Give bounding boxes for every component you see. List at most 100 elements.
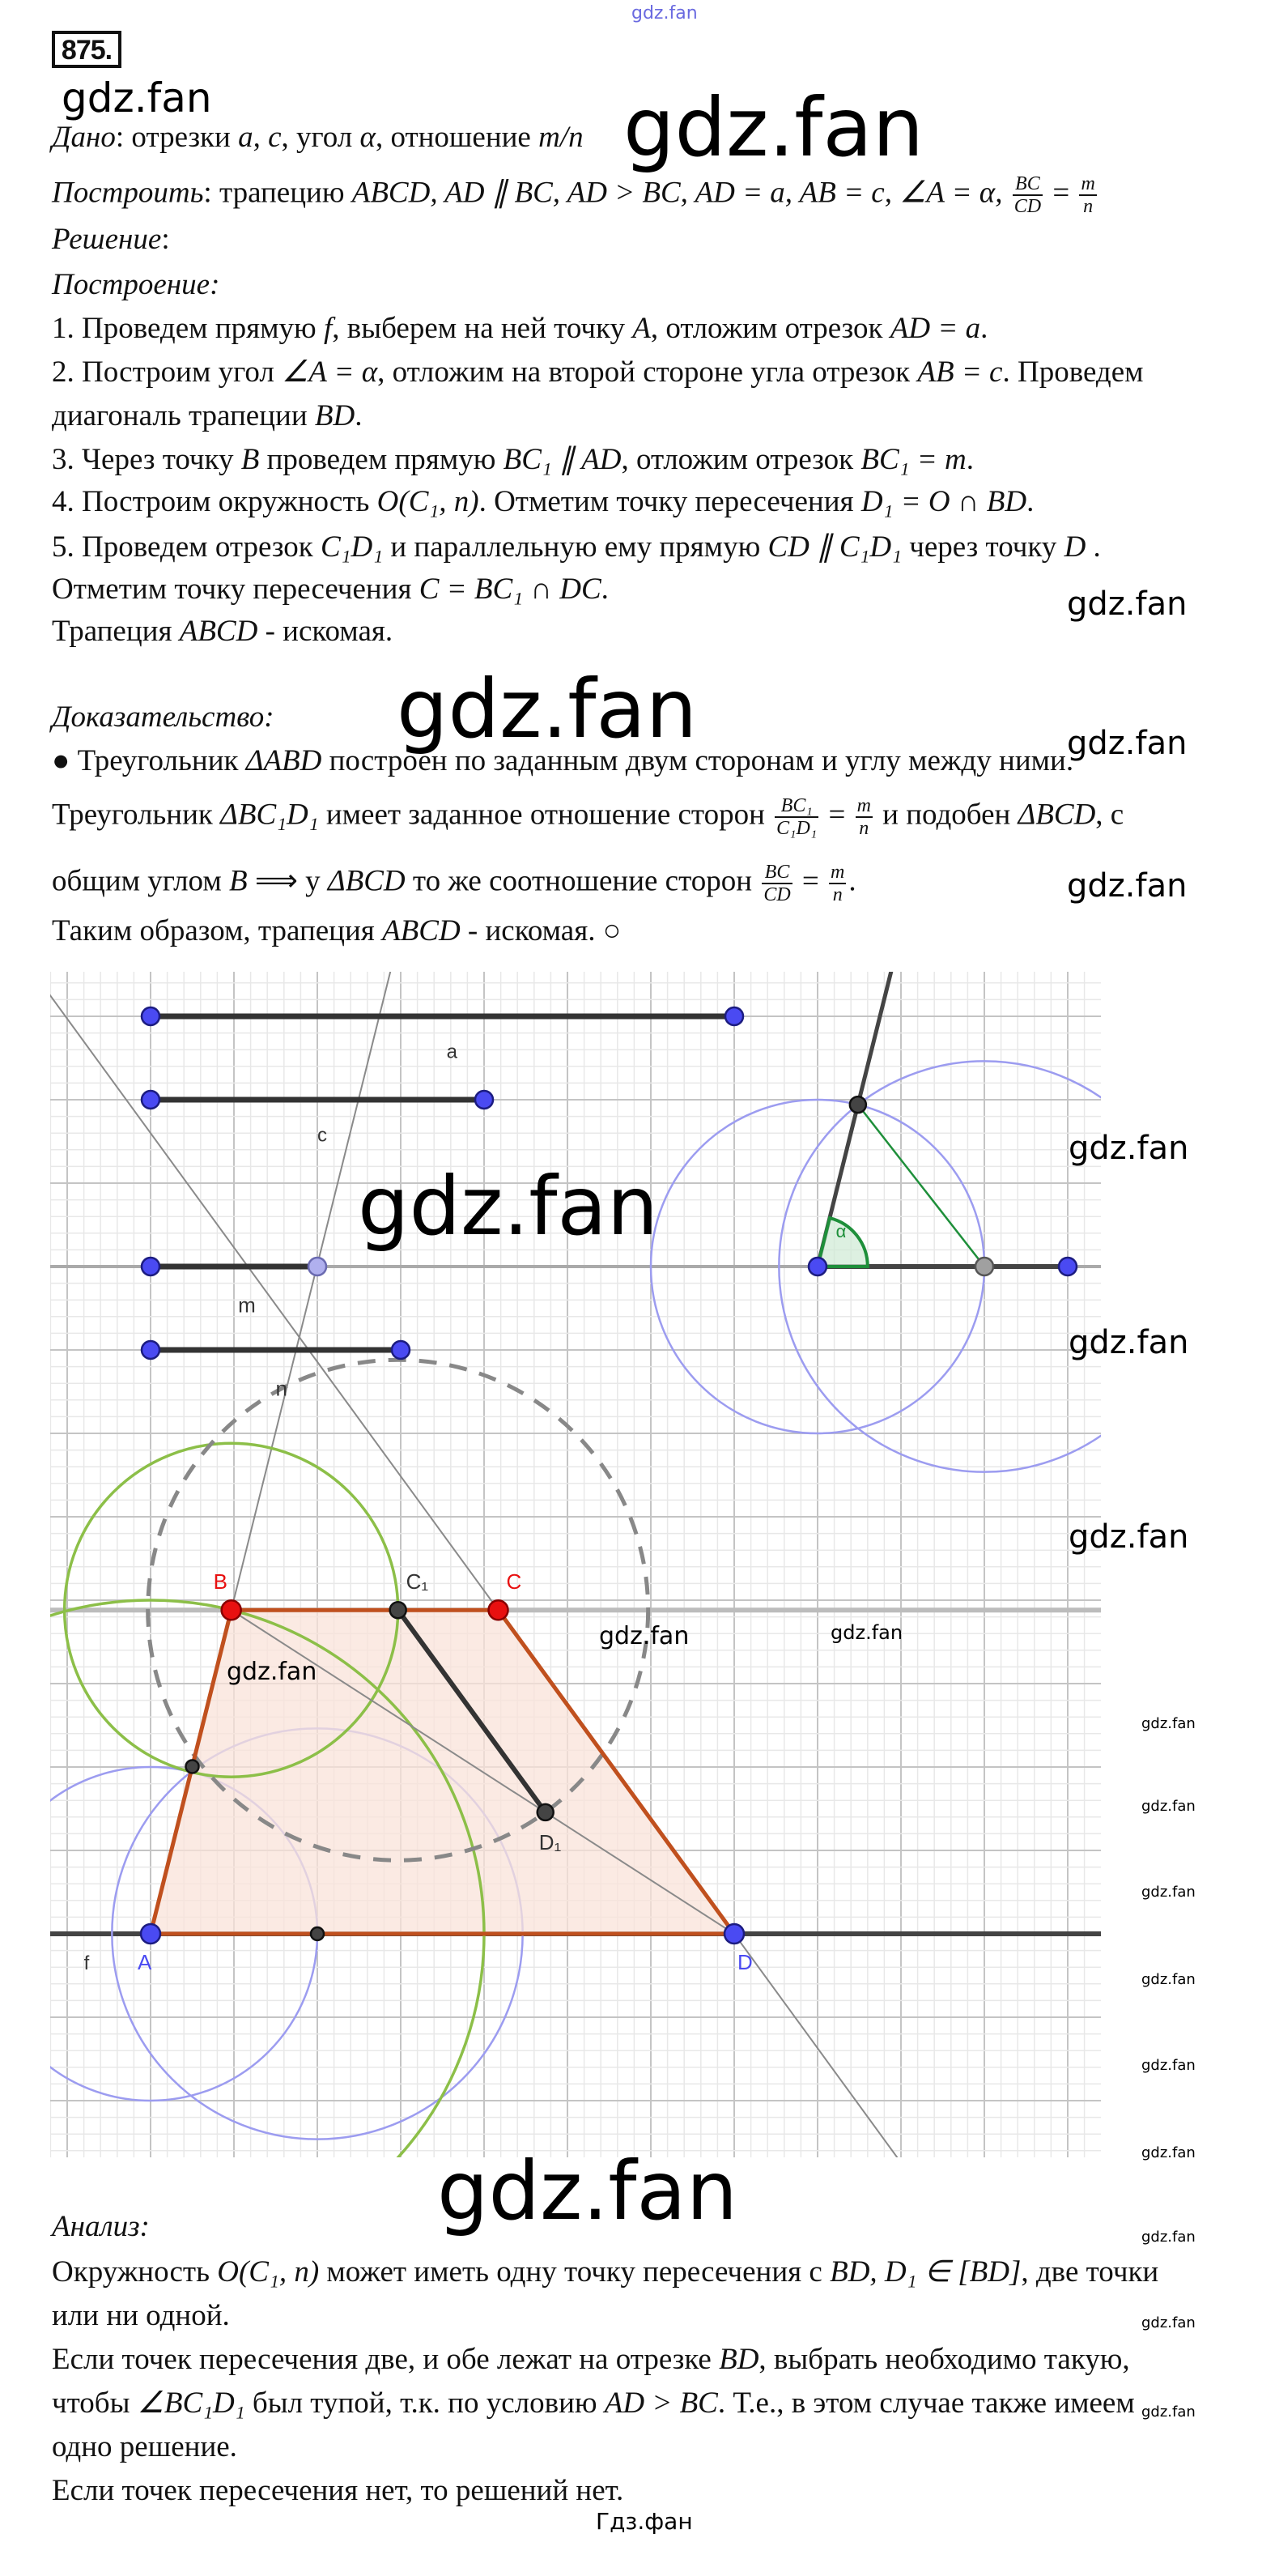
text: . (966, 443, 974, 476)
text: одно решение. (52, 2430, 237, 2463)
text-line: диагональ трапеции BD. (52, 398, 362, 434)
fraction-denominator: C₁D₁ (776, 818, 818, 839)
label-alpha: α (836, 1221, 847, 1241)
text: Треугольник (52, 798, 221, 832)
text: Трапеция (52, 615, 180, 648)
text-line: 2. Построим угол ∠A = α, отложим на втор… (52, 355, 1144, 390)
text: = (821, 798, 853, 832)
label-c: C (507, 1569, 522, 1594)
watermark-text: gdz.fan (1141, 1971, 1196, 1988)
text-line: Дано: отрезки a, c, угол α, отношение m/… (52, 120, 584, 155)
math-text: Дано (52, 121, 116, 154)
angle-alpha-marker (815, 1216, 869, 1268)
text: ⟹ у (247, 864, 328, 898)
text: и параллельную ему прямую (383, 530, 768, 564)
text: через точку (902, 530, 1064, 564)
text-line: или ни одной. (52, 2298, 230, 2334)
label-b: B (214, 1569, 227, 1594)
math-text: CD ∥ C₁D₁ (767, 530, 902, 564)
watermark-text: gdz.fan (1067, 585, 1188, 623)
point-blue (390, 1339, 411, 1360)
text: диагональ трапеции (52, 399, 315, 432)
text-line: Окружность O(C₁, n) может иметь одну точ… (52, 2255, 1158, 2290)
fraction-denominator: n (1083, 196, 1094, 217)
math-text: BD (314, 399, 355, 432)
text: может иметь одну точку пересечения с (319, 2255, 831, 2289)
watermark-text: gdz.fan (62, 75, 212, 121)
point-blue (140, 1339, 161, 1360)
text: ● Треугольник (52, 744, 246, 777)
math-text: ABCD, AD ∥ BC, AD > BC, AD = a, AB = c, … (351, 176, 1010, 210)
text-line: одно решение. (52, 2429, 237, 2465)
point-blue (807, 1256, 828, 1277)
fraction-numerator: BC (762, 862, 792, 884)
text: : трапецию (203, 176, 352, 210)
math-text: BC₁ ∥ AD (503, 443, 622, 476)
math-text: D₁ = O ∩ BD (860, 485, 1027, 518)
math-text: B (229, 864, 248, 898)
line-cd-extended (50, 994, 899, 2157)
watermark-text: gdz.fan (623, 80, 924, 175)
point-dark (848, 1095, 868, 1114)
point-m-end (307, 1256, 328, 1277)
math-text: f (323, 312, 333, 345)
text: . Проведем (1002, 356, 1144, 389)
math-text: AD = a (890, 312, 981, 345)
point-blue (140, 1256, 161, 1277)
text: 5. Проведем отрезок (52, 530, 321, 564)
text: , отложим на второй стороне угла отрезок (377, 356, 918, 389)
text: Таким образом, трапеция (52, 914, 383, 947)
math-text: Построить (52, 176, 204, 210)
watermark-text: gdz.fan (1141, 2057, 1196, 2074)
text: , с (1095, 798, 1124, 832)
fraction-numerator: BC (1012, 173, 1043, 196)
text: Если точек пересечения нет, то решений н… (52, 2474, 624, 2507)
text-line: Треугольник ΔBC₁D₁ имеет заданное отноше… (52, 795, 1124, 839)
circle-o-c1-n (146, 1357, 651, 1863)
text: - искомая. ○ (460, 914, 622, 947)
fraction: BC CD (762, 862, 792, 905)
point-c1 (389, 1600, 407, 1620)
text: проведем прямую (259, 443, 504, 476)
point-dark (309, 1926, 325, 1942)
point-blue (1057, 1256, 1078, 1277)
math-text: ΔBCD (327, 864, 406, 898)
text: общим углом (52, 864, 230, 898)
text: , выбрать необходимо такую, (758, 2343, 1130, 2376)
point-blue (724, 1006, 745, 1027)
fraction-numerator: m (1079, 173, 1097, 196)
text: , отложим отрезок (621, 443, 861, 476)
watermark-text: gdz.fan (599, 1622, 690, 1650)
watermark-text: gdz.fan (1067, 867, 1188, 905)
point-blue (474, 1089, 495, 1110)
math-text: D (1064, 530, 1086, 564)
text: , отложим отрезок (650, 312, 890, 345)
math-text: A (632, 312, 651, 345)
text: . (980, 312, 988, 345)
text-line: Построение: (52, 267, 219, 303)
text: . Отметим точку пересечения (478, 485, 861, 518)
math-text: AD > BC (604, 2387, 718, 2420)
text: . (355, 399, 363, 432)
text: 3. Через точку (52, 443, 241, 476)
math-text: C₁D₁ (320, 530, 384, 564)
label-a: a (447, 1041, 458, 1063)
math-text: ABCD (179, 615, 258, 648)
text: построен по заданным двум сторонам и угл… (321, 744, 1074, 777)
watermark-text: gdz.fan (1141, 2229, 1196, 2246)
math-text: C = BC₁ ∩ DC (419, 573, 601, 606)
figure-canvas: a c m n α B C₁ C A D D₁ f (50, 972, 1101, 2157)
math-text: BD (719, 2343, 759, 2376)
text: . (1086, 530, 1101, 564)
point-a (139, 1922, 162, 1945)
text: и подобен (874, 798, 1018, 832)
text: то же соотношение сторон (405, 864, 760, 898)
math-text: ΔBC₁D₁ (220, 798, 319, 832)
watermark-text: gdz.fan (1141, 1798, 1196, 1815)
text: . (1026, 485, 1035, 518)
watermark-text: gdz.fan (1069, 1130, 1189, 1167)
math-text: Решение (52, 223, 162, 256)
